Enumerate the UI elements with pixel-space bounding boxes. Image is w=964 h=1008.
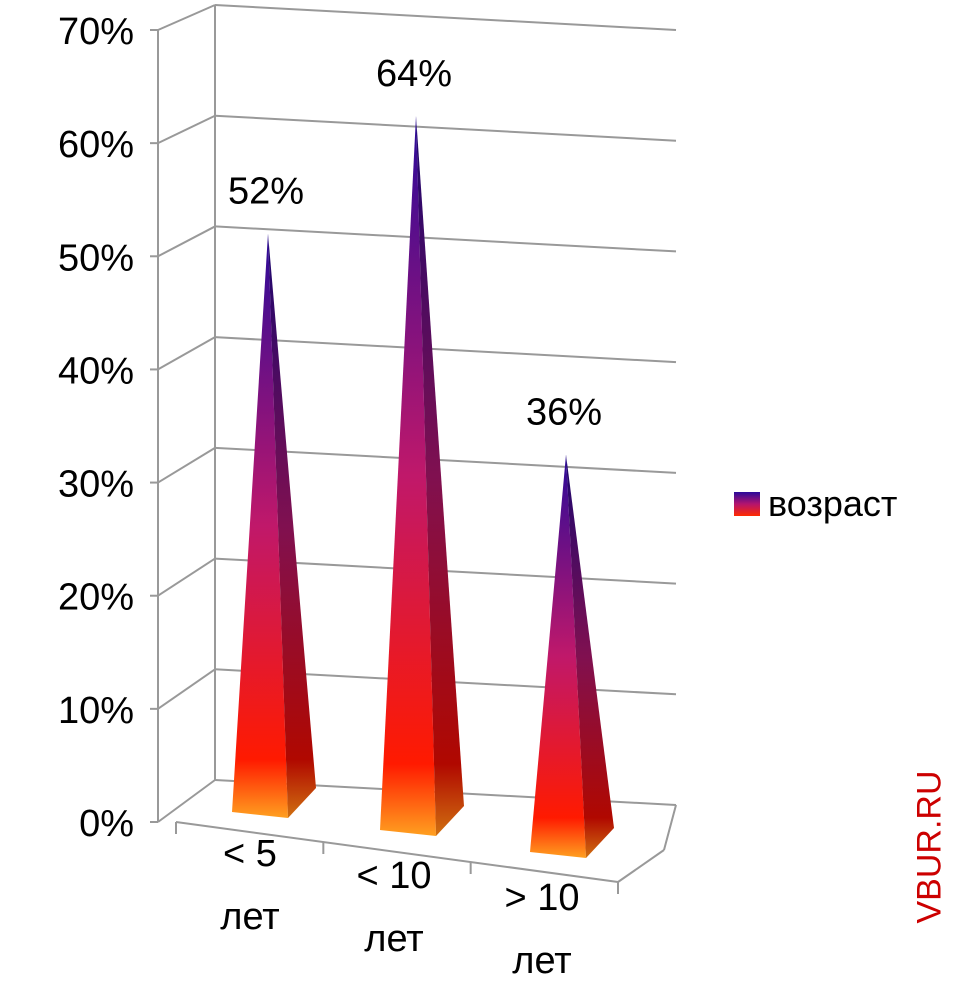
y-tick-label: 0% — [79, 803, 134, 845]
x-tick-label: лет — [364, 918, 423, 960]
gridline-back — [214, 114, 677, 142]
gridline-side — [157, 557, 216, 597]
watermark: VBUR.RU — [900, 712, 960, 982]
y-tick-label: 30% — [58, 464, 134, 506]
pyramid-front-face — [380, 115, 436, 836]
pyramid-bar — [232, 233, 316, 818]
gridline-side — [157, 225, 216, 258]
y-tick-label: 10% — [58, 690, 134, 732]
pyramid-front-face — [232, 233, 288, 818]
legend-label: возраст — [768, 483, 897, 524]
gridline-back — [214, 225, 677, 253]
axes: 0% 10% 20% 30% 40% 50% 60% 70% — [58, 5, 677, 894]
gridline-back — [214, 336, 677, 364]
pyramid-front-face — [530, 454, 586, 858]
floor-corner — [663, 804, 677, 851]
gridline-side — [157, 336, 216, 371]
gridline-back — [214, 446, 677, 474]
legend: возраст — [734, 483, 897, 524]
bars — [232, 115, 614, 858]
x-tick-label: < 5 — [223, 833, 277, 875]
y-tick-label: 60% — [58, 124, 134, 166]
data-label: 36% — [526, 392, 602, 434]
watermark-text: VBUR.RU — [910, 770, 949, 924]
pyramid-side-face — [268, 233, 316, 818]
data-label: 52% — [228, 171, 304, 213]
gridline-back — [214, 4, 677, 31]
x-axis-line — [175, 821, 619, 883]
floor-side-right — [617, 849, 665, 883]
gridline-side — [157, 4, 216, 31]
floor-side-left — [157, 779, 216, 823]
legend-swatch — [734, 492, 760, 516]
pyramid-side-face — [566, 454, 614, 858]
y-tick-label: 20% — [58, 577, 134, 619]
gridline-side — [157, 668, 216, 710]
gridline-side — [157, 447, 216, 484]
y-tick-label: 70% — [58, 11, 134, 53]
y-tick-label: 50% — [58, 237, 134, 279]
pyramid-bar — [380, 115, 464, 836]
y-tick-label: 40% — [58, 350, 134, 392]
x-tick-label: > 10 — [504, 877, 579, 919]
pyramid-bar — [530, 454, 614, 858]
labels: 52% 64% 36% < 5 лет < 10 лет > 10 лет — [220, 53, 602, 982]
pyramid-side-face — [416, 115, 464, 836]
gridline-side — [157, 114, 216, 145]
x-tick-label: < 10 — [356, 855, 431, 897]
x-tick-label: лет — [220, 896, 279, 938]
x-tick-label: лет — [512, 940, 571, 982]
data-label: 64% — [376, 53, 452, 95]
